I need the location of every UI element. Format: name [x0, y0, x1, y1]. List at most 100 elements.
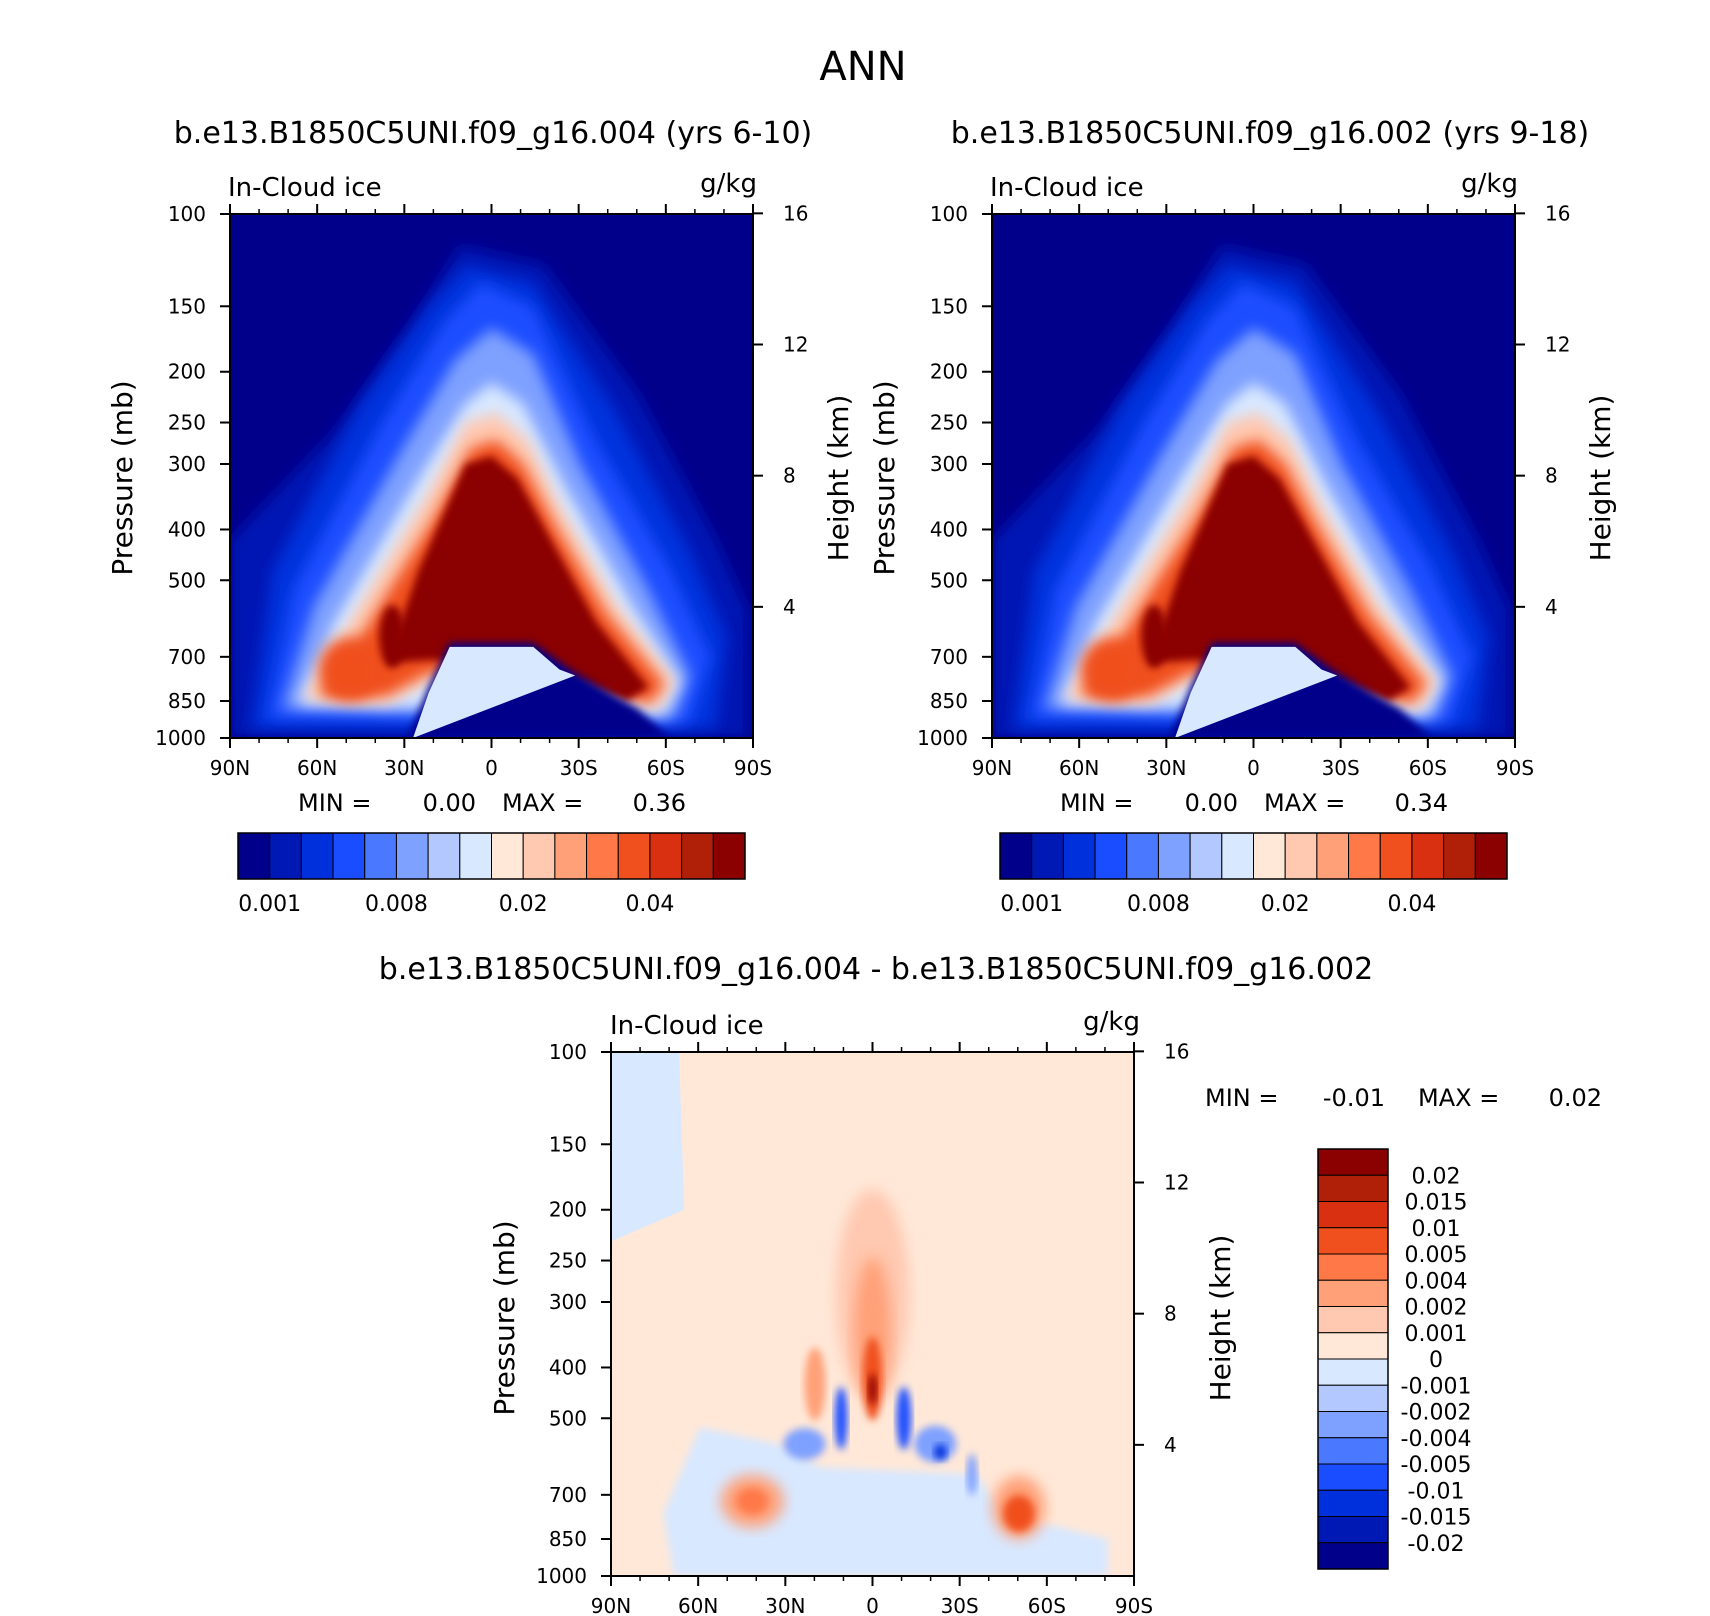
y-tick-label: 400 — [168, 517, 206, 541]
y-tick-label: 400 — [930, 517, 968, 541]
min-value: 0.00 — [1185, 789, 1238, 817]
x-tick-label: 30S — [1322, 756, 1360, 780]
contour-core — [1141, 604, 1168, 668]
colorbar-swatch — [1253, 832, 1286, 880]
colorbar-label: 0.008 — [365, 892, 428, 917]
contour-core — [783, 1428, 826, 1460]
axes: 90N 60N 30N 0 30S 60S 90S 100 150 200 250 300 400 500… — [536, 1039, 1189, 1616]
colorbar-label: 0.008 — [1127, 892, 1190, 917]
colorbar-swatch — [999, 832, 1033, 880]
x-tick-label: 30N — [1146, 756, 1186, 780]
x-tick-label: 90N — [210, 756, 250, 780]
colorbar-swatch — [237, 832, 271, 880]
y-right-tick-label: 12 — [1545, 333, 1570, 357]
max-label: MAX = — [1418, 1084, 1499, 1112]
colorbar-swatch — [1284, 832, 1318, 880]
colorbar-label: -0.004 — [1401, 1427, 1472, 1452]
y-axis-label: Pressure (mb) — [868, 380, 901, 575]
y-tick-label: 700 — [168, 645, 206, 669]
max-value: 0.34 — [1395, 789, 1448, 817]
colorbar-label: 0.004 — [1405, 1269, 1468, 1294]
colorbar-swatch — [491, 832, 524, 880]
y-right-tick-label: 8 — [783, 464, 796, 488]
y-right-tick-label: 4 — [783, 595, 796, 619]
colorbar-swatch — [1317, 1201, 1389, 1229]
y-tick-label: 150 — [168, 294, 206, 318]
units-label: g/kg — [1461, 169, 1518, 199]
contour-band — [1148, 456, 1411, 701]
colorbar-swatch — [1317, 1227, 1389, 1255]
y-tick-label: 250 — [168, 411, 206, 435]
colorbar-swatch — [395, 832, 429, 880]
y-axis-label: Pressure (mb) — [488, 1220, 521, 1415]
x-tick-label: 30N — [384, 756, 424, 780]
y-right-tick-label: 8 — [1164, 1302, 1177, 1326]
colorbar-swatch — [1317, 1358, 1389, 1386]
x-tick-label: 90S — [1496, 756, 1534, 780]
colorbar: 0.020.0150.010.0050.0040.0020.0010-0.001… — [1317, 1148, 1472, 1570]
colorbar-label: -0.001 — [1401, 1374, 1472, 1399]
contour-core — [804, 1347, 826, 1421]
y-tick-label: 300 — [549, 1290, 587, 1314]
colorbar-label: -0.002 — [1401, 1401, 1472, 1426]
colorbar-swatch — [586, 832, 619, 880]
colorbar-swatch — [1317, 1332, 1389, 1360]
y-right-tick-label: 16 — [783, 201, 808, 225]
panel-model-004: b.e13.B1850C5UNI.f09_g16.004 (yrs 6-10) … — [106, 116, 855, 917]
x-tick-label: 0 — [866, 1594, 879, 1616]
colorbar-swatch — [1317, 1516, 1389, 1544]
contour-band — [386, 456, 649, 701]
colorbar-label: 0.015 — [1405, 1191, 1468, 1216]
y-axis-label: Pressure (mb) — [106, 380, 139, 575]
y-right-tick-label: 12 — [783, 333, 808, 357]
colorbar-swatch — [1443, 832, 1476, 880]
contour-core — [1080, 638, 1144, 701]
x-tick-label: 60N — [297, 756, 337, 780]
colorbar-swatch — [1221, 832, 1254, 880]
colorbar-swatch — [427, 832, 461, 880]
y-right-tick-label: 12 — [1164, 1171, 1189, 1195]
y-tick-label: 850 — [930, 689, 968, 713]
colorbar-swatch — [364, 832, 397, 880]
colorbar-label: -0.005 — [1401, 1453, 1472, 1478]
y-tick-label: 700 — [930, 645, 968, 669]
colorbar-swatch — [1379, 832, 1413, 880]
colorbar-swatch — [681, 832, 714, 880]
units-label: g/kg — [1083, 1007, 1140, 1037]
colorbar-label: 0.002 — [1405, 1296, 1468, 1321]
colorbar-swatch — [1316, 832, 1350, 880]
min-label: MIN = — [298, 789, 371, 817]
y-tick-label: 250 — [930, 411, 968, 435]
colorbar-swatch — [1317, 1174, 1389, 1202]
colorbar-swatch — [1062, 832, 1096, 880]
variable-label: In-Cloud ice — [228, 173, 382, 203]
colorbar-label: -0.015 — [1401, 1506, 1472, 1531]
x-tick-label: 60N — [678, 1594, 718, 1616]
colorbar-swatch — [522, 832, 556, 880]
x-tick-label: 90S — [734, 756, 772, 780]
colorbar-swatch — [554, 832, 588, 880]
contour-core — [934, 1444, 947, 1460]
y-axis-right-label: Height (km) — [822, 395, 855, 562]
plot-area — [611, 1052, 1134, 1576]
colorbar-swatch — [1317, 1411, 1389, 1439]
contour-core — [896, 1386, 912, 1450]
y-tick-label: 100 — [930, 202, 968, 226]
y-tick-label: 1000 — [536, 1564, 587, 1588]
y-tick-label: 100 — [549, 1040, 587, 1064]
contour-core — [736, 1488, 768, 1515]
y-tick-label: 1000 — [917, 726, 968, 750]
contour-band — [413, 646, 576, 738]
y-tick-label: 300 — [930, 452, 968, 476]
colorbar-label: 0.04 — [1387, 892, 1436, 917]
colorbar-label: 0.001 — [1000, 892, 1063, 917]
x-tick-label: 30S — [560, 756, 598, 780]
contour-core — [914, 1425, 957, 1463]
colorbar-swatch — [1157, 832, 1191, 880]
contour-core — [966, 1453, 978, 1496]
contour-band — [611, 1052, 685, 1242]
contour-core — [868, 1373, 877, 1405]
colorbar-swatch — [1411, 832, 1445, 880]
colorbar-swatch — [1317, 1253, 1389, 1281]
colorbar: 0.001 0.008 0.02 0.04 — [999, 832, 1508, 917]
